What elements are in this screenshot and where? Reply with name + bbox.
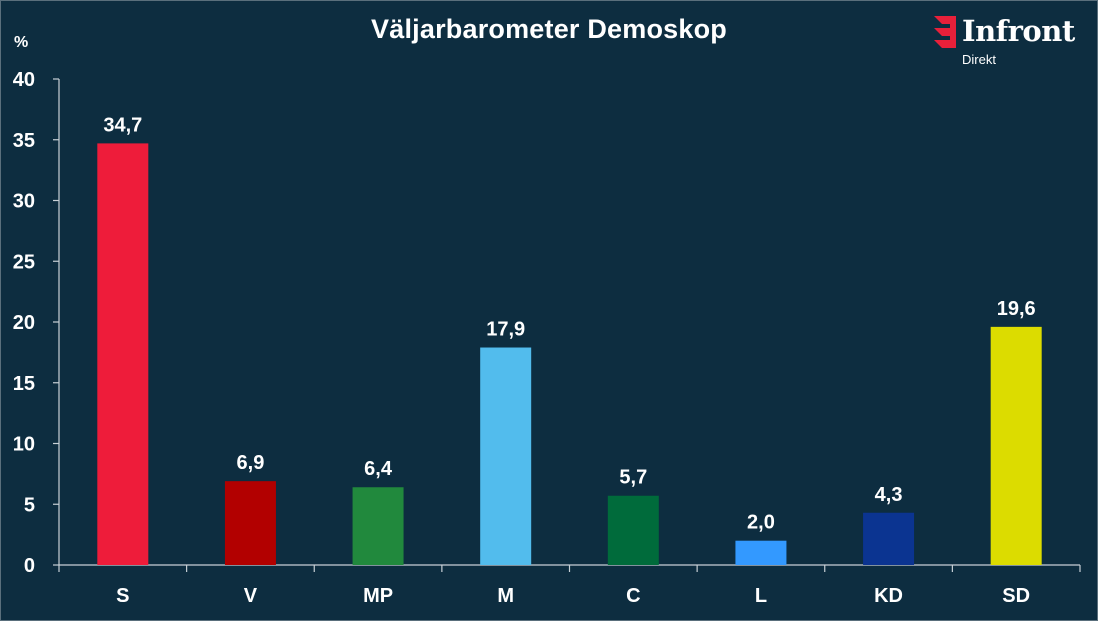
data-label: 17,9 xyxy=(486,319,525,341)
x-tick-label: C xyxy=(626,585,640,607)
y-axis-unit-label: % xyxy=(14,34,28,51)
bar-l xyxy=(735,540,787,565)
y-tick-label: 20 xyxy=(13,312,35,334)
y-tick-label: 0 xyxy=(24,555,35,577)
logo-subtitle: Direkt xyxy=(962,52,996,67)
bar-c xyxy=(607,495,659,565)
x-tick-label: S xyxy=(116,585,129,607)
x-tick-label: KD xyxy=(874,585,903,607)
y-tick-label: 35 xyxy=(13,130,35,152)
bar-v xyxy=(224,481,276,565)
chart-title: Väljarbarometer Demoskop xyxy=(371,14,727,44)
infront-logo: Infront Direkt xyxy=(932,12,1092,72)
data-label: 6,4 xyxy=(364,458,393,480)
x-tick-label: SD xyxy=(1002,585,1030,607)
x-tick-label: L xyxy=(755,585,767,607)
x-tick-label: M xyxy=(497,585,514,607)
x-tick-label: MP xyxy=(363,585,393,607)
y-tick-label: 25 xyxy=(13,251,35,273)
y-tick-label: 15 xyxy=(13,373,35,395)
bar-mp xyxy=(352,487,404,565)
data-label: 19,6 xyxy=(997,298,1036,320)
y-tick-label: 30 xyxy=(13,191,35,213)
bar-s xyxy=(97,143,149,565)
bar-m xyxy=(480,347,532,565)
bar-kd xyxy=(863,512,915,565)
data-label: 4,3 xyxy=(875,484,903,506)
x-tick-label: V xyxy=(244,585,258,607)
logo-wordmark: Infront xyxy=(962,14,1075,48)
bar-sd xyxy=(990,326,1042,565)
data-label: 2,0 xyxy=(747,512,775,534)
infront-logo-icon xyxy=(934,16,956,48)
data-label: 6,9 xyxy=(237,452,265,474)
y-tick-label: 5 xyxy=(24,494,35,516)
y-tick-label: 10 xyxy=(13,434,35,456)
y-tick-label: 40 xyxy=(13,69,35,91)
data-label: 5,7 xyxy=(619,467,647,489)
data-label: 34,7 xyxy=(103,114,142,136)
